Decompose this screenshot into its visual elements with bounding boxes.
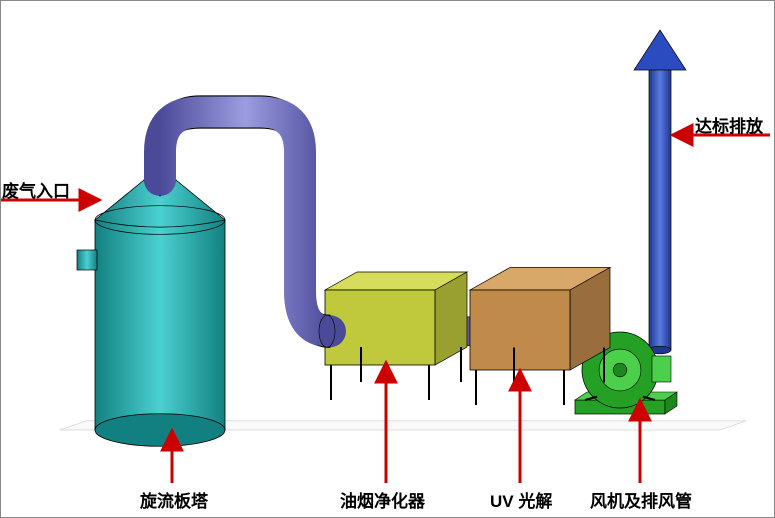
- label-tower: 旋流板塔: [140, 487, 208, 512]
- label-purifier: 油烟净化器: [340, 487, 425, 512]
- label-emit: 达标排放: [695, 112, 763, 137]
- label-uv: UV 光解: [490, 487, 552, 512]
- label-fan: 风机及排风管: [590, 487, 692, 512]
- process-diagram: [0, 0, 775, 518]
- label-inlet: 废气入口: [2, 177, 70, 202]
